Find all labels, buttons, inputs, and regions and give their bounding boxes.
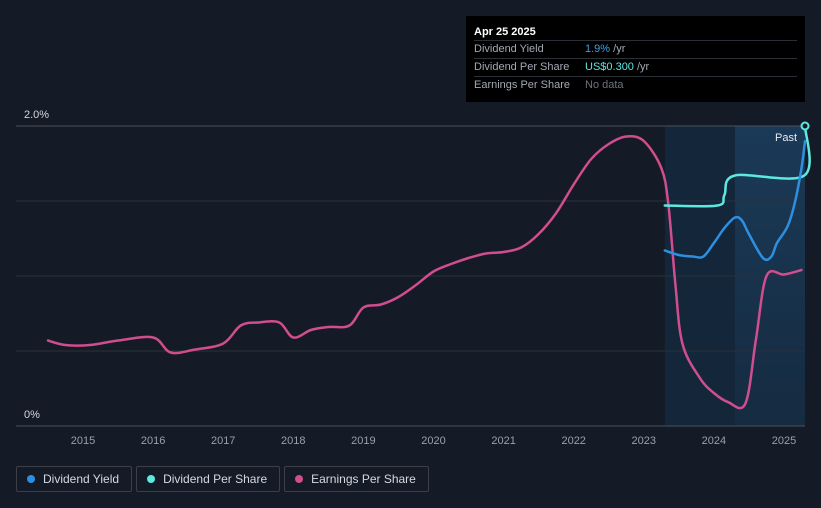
tooltip-value: 1.9% xyxy=(585,43,611,55)
tooltip-date: Apr 25 2025 xyxy=(474,26,536,38)
tooltip-value: US$0.300 xyxy=(585,61,634,73)
tooltip-value-wrap: 1.9% /yr xyxy=(585,41,625,58)
legend-dot-icon xyxy=(147,475,156,483)
x-tick-label: 2021 xyxy=(491,435,515,447)
tooltip-row-earnings-per-share: Earnings Per Share No data xyxy=(474,76,797,94)
x-axis-labels: 2015 2016 2017 2018 2019 2020 2021 2022 2023 2024… xyxy=(71,435,796,447)
legend-label: Earnings Per Share xyxy=(311,472,416,486)
legend-item-dividend-yield[interactable]: Dividend Yield xyxy=(16,466,133,492)
y-tick-label: 0% xyxy=(24,409,40,421)
x-tick-label: 2015 xyxy=(71,435,95,447)
tooltip-row-dividend-per-share: Dividend Per Share US$0.300 /yr xyxy=(474,58,797,76)
legend-item-earnings-per-share[interactable]: Earnings Per Share xyxy=(284,466,429,492)
tooltip-label: Dividend Per Share xyxy=(474,61,570,73)
x-tick-label: 2019 xyxy=(351,435,375,447)
x-tick-label: 2022 xyxy=(561,435,585,447)
tooltip-value-wrap: No data xyxy=(585,77,624,94)
tooltip-panel: Apr 25 2025 Dividend Yield 1.9% /yr Divi… xyxy=(466,16,805,102)
dividend-per-share-endpoint xyxy=(800,121,810,131)
x-tick-label: 2017 xyxy=(211,435,235,447)
legend-label: Dividend Per Share xyxy=(163,472,268,486)
dividend-yield-line xyxy=(663,139,807,262)
tooltip-row-dividend-yield: Dividend Yield 1.9% /yr xyxy=(474,40,797,58)
past-label: Past xyxy=(775,132,797,144)
x-tick-label: 2024 xyxy=(702,435,726,447)
tooltip-unit: /yr xyxy=(610,43,626,55)
y-tick-label: 2.0% xyxy=(24,109,49,121)
x-tick-label: 2025 xyxy=(772,435,796,447)
legend-dot-icon xyxy=(295,475,304,483)
tooltip-value: No data xyxy=(585,79,624,91)
legend-item-dividend-per-share[interactable]: Dividend Per Share xyxy=(136,466,281,492)
legend-dot-icon xyxy=(27,475,35,483)
tooltip-label: Dividend Yield xyxy=(474,43,544,55)
tooltip-label: Earnings Per Share xyxy=(474,79,570,91)
x-tick-label: 2023 xyxy=(632,435,656,447)
chart-legend: Dividend Yield Dividend Per Share Earnin… xyxy=(16,466,429,492)
x-tick-label: 2016 xyxy=(141,435,165,447)
y-axis-labels: 0% 2.0% xyxy=(24,109,49,421)
x-tick-label: 2018 xyxy=(281,435,305,447)
x-tick-label: 2020 xyxy=(421,435,445,447)
legend-label: Dividend Yield xyxy=(43,472,120,486)
dividend-per-share-line xyxy=(663,124,811,208)
tooltip-unit: /yr xyxy=(633,61,650,73)
tooltip-value-wrap: US$0.300 /yr xyxy=(585,59,649,76)
earnings-per-share-line xyxy=(46,135,803,410)
series-lines xyxy=(46,121,811,410)
